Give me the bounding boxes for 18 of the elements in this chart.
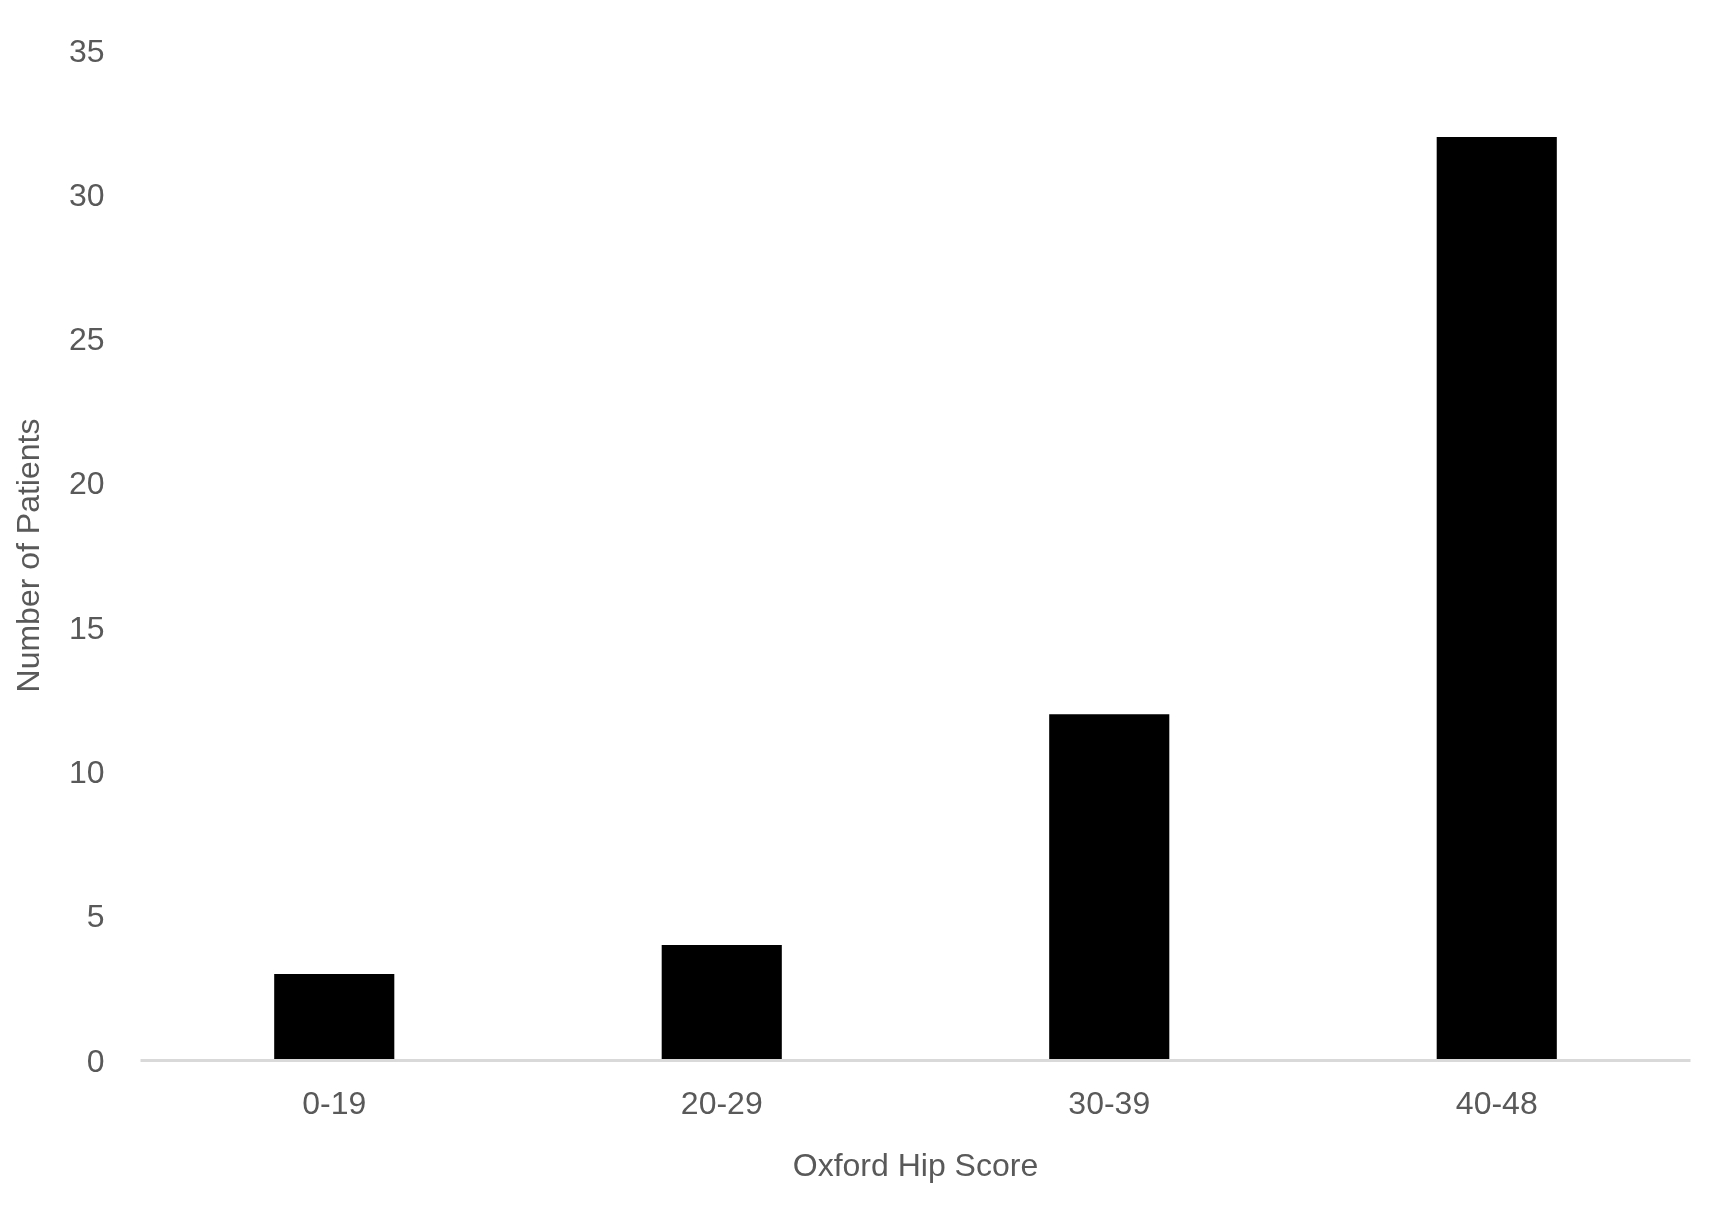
y-tick-label: 10 [68, 753, 105, 790]
bar [1049, 714, 1170, 1061]
x-tick-label: 40-48 [1455, 1084, 1538, 1121]
y-axis-title: Number of Patients [9, 418, 46, 693]
bar [274, 973, 395, 1061]
x-tick-label: 0-19 [302, 1084, 367, 1121]
y-tick-label: 5 [86, 898, 105, 935]
y-tick-label: 30 [68, 176, 105, 213]
y-tick-label: 35 [68, 32, 105, 69]
x-tick-label: 30-39 [1068, 1084, 1151, 1121]
y-tick-label: 0 [86, 1042, 105, 1079]
x-axis-title: Oxford Hip Score [792, 1146, 1039, 1183]
y-tick-label: 20 [68, 465, 105, 502]
y-tick-label: 15 [68, 609, 105, 646]
bar [661, 945, 782, 1061]
bar [1436, 137, 1557, 1061]
x-tick-label: 20-29 [680, 1084, 763, 1121]
y-tick-label: 25 [68, 321, 105, 358]
